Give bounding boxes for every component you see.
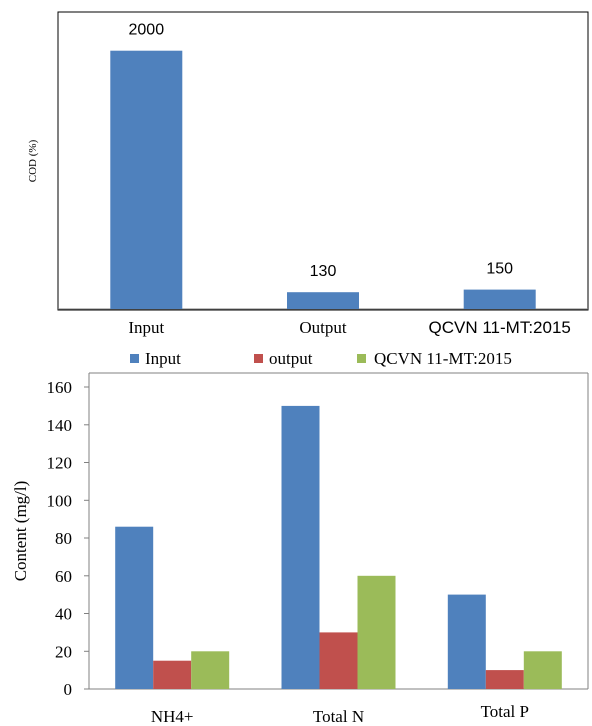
bar-total-n-qcvn-11-mt-2015 <box>357 575 396 690</box>
cod-x-label-qcvn-11-mt-2015: QCVN 11-MT:2015 <box>429 318 571 337</box>
bar-total-p-input <box>447 594 486 689</box>
legend-item-input: Input <box>130 349 181 368</box>
bar-total-n-input <box>281 405 320 689</box>
y-tick-label-0: 0 <box>64 680 73 699</box>
legend-swatch-standard <box>357 354 366 363</box>
x-label-total-n: Total N <box>313 707 364 726</box>
nutrient-y-axis-label: Content (mg/l) <box>11 481 30 582</box>
cod-chart: COD (%) 2000 130 150 Input Output QCVN 11-MT… <box>27 11 589 337</box>
y-tick-label-20: 20 <box>55 642 72 661</box>
legend-label-input: Input <box>145 349 181 368</box>
bar-nh4-input <box>115 526 154 689</box>
cod-bar-input <box>110 50 183 309</box>
legend-label-output: output <box>269 349 313 368</box>
nutrient-chart: Input output QCVN 11-MT:2015 Content (mg… <box>11 349 589 726</box>
legend-item-standard: QCVN 11-MT:2015 <box>357 349 512 368</box>
y-tick-label-120: 120 <box>47 454 73 473</box>
cod-data-label-output: 130 <box>310 263 337 280</box>
cod-bars <box>110 50 536 309</box>
cod-data-labels: 2000 130 150 <box>129 22 514 281</box>
cod-chart-frame <box>57 11 589 311</box>
cod-y-axis-label: COD (%) <box>27 139 39 182</box>
legend: Input output QCVN 11-MT:2015 <box>130 349 512 368</box>
y-tick-label-100: 100 <box>47 491 73 510</box>
cod-bar-output <box>287 292 359 309</box>
bar-total-n-output <box>319 632 358 689</box>
legend-label-standard: QCVN 11-MT:2015 <box>374 349 512 368</box>
y-tick-label-160: 160 <box>47 378 73 397</box>
y-tick-label-80: 80 <box>55 529 72 548</box>
nutrient-bars <box>115 405 562 690</box>
bar-total-p-output <box>485 670 524 689</box>
legend-item-output: output <box>254 349 313 368</box>
legend-swatch-input <box>130 354 139 363</box>
y-tick-label-140: 140 <box>47 416 73 435</box>
y-tick-label-40: 40 <box>55 605 72 624</box>
y-tick-label-60: 60 <box>55 567 72 586</box>
x-label-nh4: NH4+ <box>151 707 194 726</box>
bar-nh4-output <box>153 660 192 689</box>
bar-total-p-qcvn-11-mt-2015 <box>523 651 562 690</box>
legend-swatch-output <box>254 354 263 363</box>
cod-x-labels: Input Output QCVN 11-MT:2015 <box>128 318 571 337</box>
bar-nh4-qcvn-11-mt-2015 <box>191 651 230 690</box>
cod-bar-qcvn-11-mt-2015 <box>463 289 536 309</box>
nutrient-x-labels: NH4+ Total N Total P <box>151 702 529 726</box>
nutrient-y-ticks: 0 20 40 60 80 100 120 140 160 <box>47 378 89 699</box>
cod-data-label-qcvn-11-mt-2015: 150 <box>486 261 513 278</box>
cod-data-label-input: 2000 <box>129 22 165 39</box>
x-label-total-p: Total P <box>481 702 529 721</box>
cod-x-label-input: Input <box>128 318 164 337</box>
cod-x-label-output: Output <box>299 318 347 337</box>
